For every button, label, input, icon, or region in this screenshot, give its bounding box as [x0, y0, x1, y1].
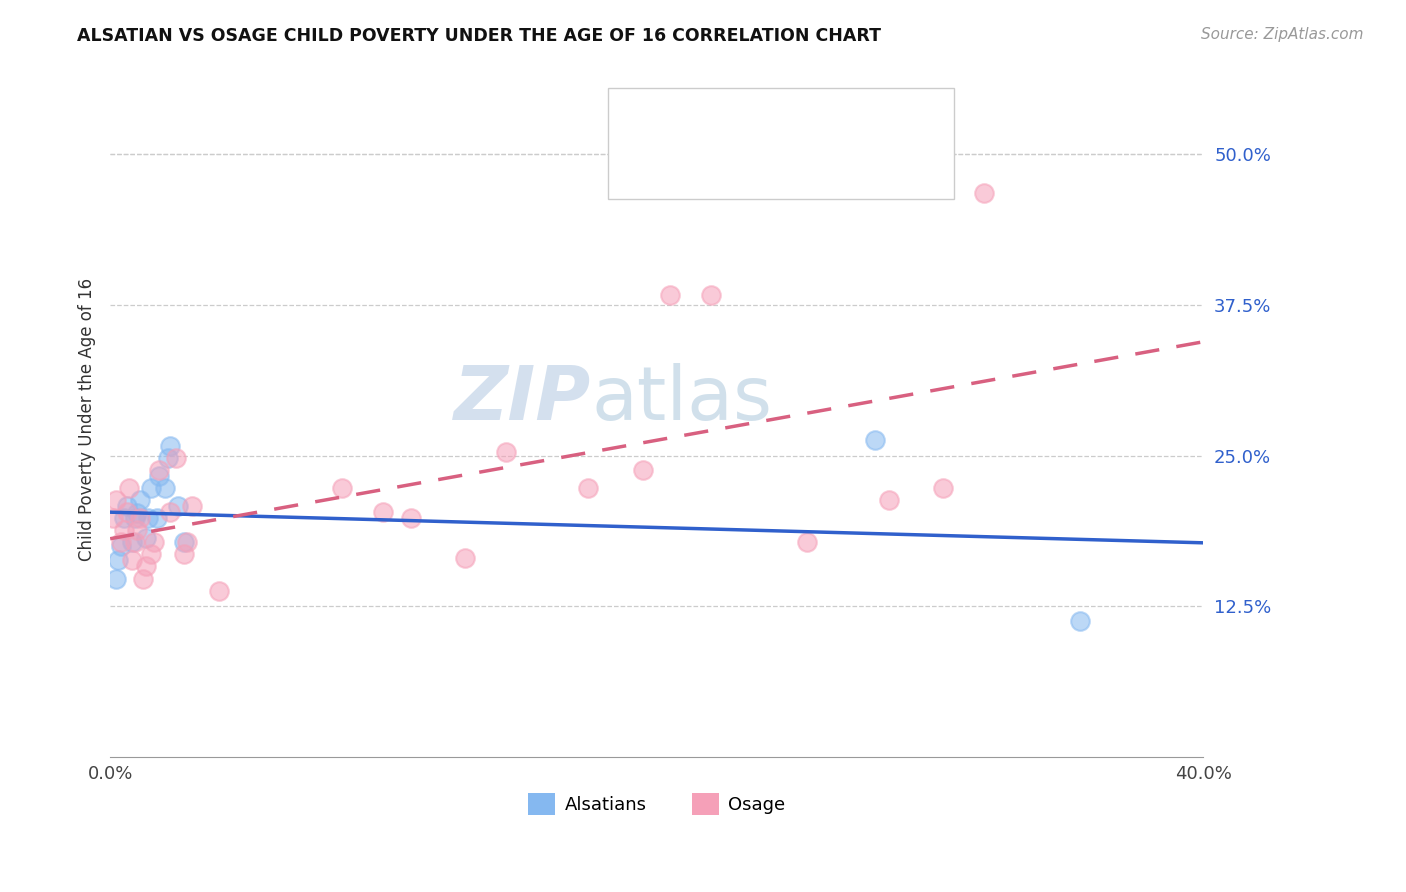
- Point: [932, 481, 955, 495]
- Point: [863, 433, 886, 447]
- Point: [373, 505, 395, 519]
- Point: [135, 531, 157, 545]
- Point: [124, 535, 146, 549]
- Point: [173, 548, 195, 562]
- Text: Source: ZipAtlas.com: Source: ZipAtlas.com: [1201, 27, 1364, 42]
- Point: [173, 535, 195, 549]
- Text: ZIP: ZIP: [454, 363, 591, 435]
- Point: [139, 481, 162, 495]
- Point: [110, 539, 132, 553]
- Point: [159, 439, 181, 453]
- Text: ALSATIAN VS OSAGE CHILD POVERTY UNDER THE AGE OF 16 CORRELATION CHART: ALSATIAN VS OSAGE CHILD POVERTY UNDER TH…: [77, 27, 882, 45]
- Legend: Alsatians, Osage: Alsatians, Osage: [522, 786, 792, 822]
- Point: [104, 572, 127, 586]
- Point: [121, 535, 143, 549]
- Point: [129, 511, 152, 525]
- Point: [135, 559, 157, 574]
- Point: [115, 500, 138, 514]
- Point: [156, 450, 179, 465]
- Point: [973, 186, 995, 200]
- Point: [176, 535, 198, 549]
- Point: [576, 481, 599, 495]
- Point: [700, 288, 723, 302]
- Point: [153, 481, 176, 495]
- Point: [796, 535, 818, 549]
- Y-axis label: Child Poverty Under the Age of 16: Child Poverty Under the Age of 16: [79, 278, 96, 561]
- Point: [107, 553, 129, 567]
- Point: [142, 535, 165, 549]
- Point: [127, 524, 149, 538]
- Point: [115, 505, 138, 519]
- Point: [454, 551, 477, 566]
- Text: R =  0.257   N =  34: R = 0.257 N = 34: [666, 161, 849, 179]
- Point: [101, 511, 124, 525]
- Point: [159, 505, 181, 519]
- Point: [138, 511, 160, 525]
- Point: [104, 493, 127, 508]
- Point: [148, 469, 170, 483]
- Point: [877, 493, 900, 508]
- Point: [124, 511, 146, 525]
- Point: [129, 493, 152, 508]
- Point: [167, 500, 190, 514]
- Point: [631, 463, 654, 477]
- Point: [139, 548, 162, 562]
- Point: [495, 445, 517, 459]
- Point: [181, 500, 204, 514]
- Point: [118, 481, 141, 495]
- Text: atlas: atlas: [591, 363, 772, 435]
- Point: [659, 288, 682, 302]
- Point: [127, 507, 149, 521]
- Text: R =  0.187   N =  21: R = 0.187 N = 21: [666, 101, 849, 119]
- Point: [112, 511, 135, 525]
- Point: [145, 511, 167, 525]
- Point: [121, 553, 143, 567]
- Point: [132, 572, 155, 586]
- Point: [110, 535, 132, 549]
- Point: [1069, 614, 1091, 628]
- Point: [165, 450, 187, 465]
- Point: [208, 583, 231, 598]
- Point: [399, 511, 422, 525]
- Point: [112, 524, 135, 538]
- Point: [332, 481, 354, 495]
- Point: [148, 463, 170, 477]
